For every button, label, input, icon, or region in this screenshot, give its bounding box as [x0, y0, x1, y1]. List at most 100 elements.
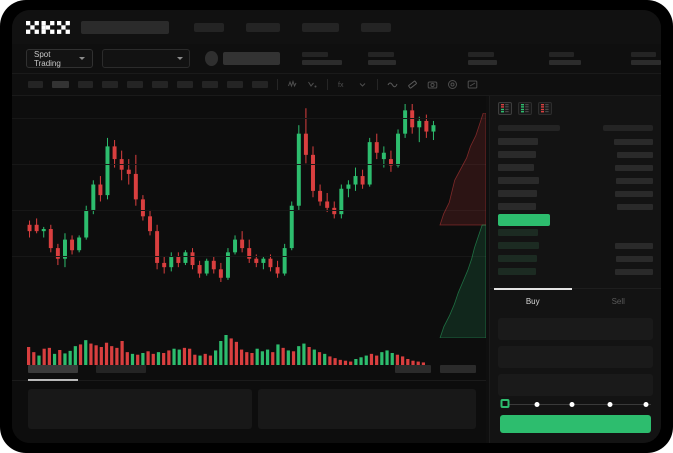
chevron-down-icon [78, 57, 85, 60]
orderbook-bid-row[interactable] [498, 254, 653, 263]
coin-avatar [204, 51, 219, 66]
timeframe-5[interactable] [127, 81, 143, 88]
tab-buy[interactable]: Buy [490, 288, 576, 314]
ask-amount [615, 164, 653, 171]
chevron-down-icon [176, 57, 183, 60]
okx-logo[interactable] [26, 20, 70, 34]
indicators-icon[interactable]: fx [337, 79, 348, 90]
timeframe-3[interactable] [78, 81, 93, 88]
camera-icon[interactable] [427, 79, 438, 90]
panel-right[interactable] [258, 389, 476, 429]
order-column: Buy Sell [489, 96, 661, 443]
chart-toolbar: fx [12, 74, 661, 96]
orderbook-ask-row[interactable] [498, 163, 653, 172]
nav-item-2[interactable] [246, 22, 280, 32]
stat-label [368, 52, 394, 57]
tab-order-history[interactable] [96, 364, 146, 373]
settings-icon[interactable] [447, 79, 458, 90]
orders-action-2[interactable] [440, 364, 476, 373]
tab-open-orders[interactable] [28, 364, 78, 381]
orderbook-last-price-row [498, 213, 653, 226]
orderbook-bid-row[interactable] [498, 267, 653, 276]
nav-item-1[interactable] [194, 22, 224, 32]
gridline [12, 210, 486, 211]
ob-mode-both-icon[interactable] [498, 102, 512, 115]
fullscreen-icon[interactable] [467, 79, 478, 90]
slider-step-50[interactable] [569, 401, 575, 407]
depth-chart-overlay [436, 113, 486, 338]
pair-subheader: Spot Trading [12, 44, 661, 74]
timeframe-6[interactable] [152, 81, 168, 88]
svg-text:fx: fx [338, 82, 344, 89]
stat-value [368, 60, 396, 65]
trading-mode-selector[interactable]: Spot Trading [26, 49, 93, 68]
orderbook-ask-row[interactable] [498, 202, 653, 211]
orderbook-ask-row[interactable] [498, 137, 653, 146]
bid-qty [498, 229, 538, 236]
candlestick-series [27, 104, 436, 282]
pair-selector[interactable] [101, 49, 190, 68]
order-book [490, 121, 661, 276]
timeframe-1[interactable] [28, 81, 43, 88]
toolbar-divider [327, 79, 328, 90]
percent-slider[interactable] [500, 398, 651, 409]
stat-item [549, 52, 581, 65]
wave-icon[interactable] [387, 79, 398, 90]
ask-qty [498, 190, 537, 197]
timeframe-9[interactable] [227, 81, 243, 88]
last-price-value [223, 52, 280, 65]
ask-qty [498, 151, 536, 158]
panel-left[interactable] [28, 389, 252, 429]
last-price-highlight [498, 213, 550, 226]
orderbook-bid-row[interactable] [498, 241, 653, 250]
slider-step-0[interactable] [500, 398, 510, 408]
slider-step-25[interactable] [534, 401, 540, 407]
ruler-icon[interactable] [407, 79, 418, 90]
bid-qty [498, 255, 537, 262]
orderbook-bid-row[interactable] [498, 228, 653, 237]
tab-sell[interactable]: Sell [611, 297, 625, 306]
ob-mode-bids-icon[interactable] [518, 102, 532, 115]
total-field[interactable] [498, 374, 653, 396]
amount-field[interactable] [498, 346, 653, 368]
price-field[interactable] [498, 318, 653, 340]
line-chart-icon[interactable] [307, 79, 318, 90]
nav-item-3[interactable] [302, 22, 339, 32]
trading-mode-label: Spot Trading [34, 49, 61, 68]
chevron-down-icon[interactable] [357, 79, 368, 90]
timeframe-7[interactable] [177, 81, 193, 88]
price-chart[interactable] [12, 96, 486, 292]
stat-label [302, 52, 328, 57]
timeframe-4[interactable] [102, 81, 118, 88]
gridline [12, 118, 486, 119]
orderbook-view-modes [490, 96, 661, 121]
orderbook-ask-row[interactable] [498, 176, 653, 185]
submit-buy-button[interactable] [500, 415, 651, 433]
candlestick-icon[interactable] [287, 79, 298, 90]
timeframe-10[interactable] [252, 81, 268, 88]
device-screen: Spot Trading [12, 10, 661, 443]
main-body: Buy Sell [12, 96, 661, 443]
ob-mode-asks-icon[interactable] [538, 102, 552, 115]
slider-step-75[interactable] [607, 401, 613, 407]
stat-value [468, 60, 497, 65]
orderbook-header [498, 125, 653, 131]
stat-label [468, 52, 494, 57]
timeframe-2[interactable] [52, 81, 69, 88]
stat-value [631, 60, 661, 65]
orders-action-1[interactable] [395, 364, 431, 373]
orderbook-ask-row[interactable] [498, 189, 653, 198]
orderbook-ask-row[interactable] [498, 150, 653, 159]
nav-item-4[interactable] [361, 22, 391, 32]
slider-step-100[interactable] [643, 401, 649, 407]
stat-item [302, 52, 342, 65]
volume-series [26, 335, 426, 365]
ask-amount [617, 151, 653, 158]
slider-track [504, 403, 651, 405]
timeframe-8[interactable] [202, 81, 218, 88]
stat-item [468, 52, 497, 65]
search-input[interactable] [81, 20, 169, 34]
stat-label [631, 52, 656, 57]
header-nav [194, 22, 391, 32]
